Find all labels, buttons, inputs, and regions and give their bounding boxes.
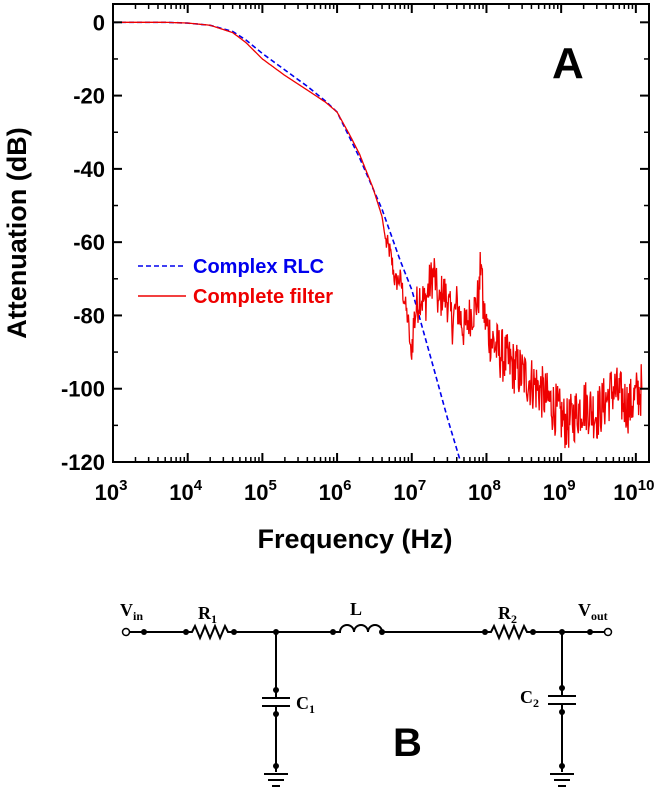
label-r1: R1 — [198, 603, 217, 626]
x-tick-label: 107 — [393, 477, 426, 505]
x-tick-label: 106 — [319, 477, 352, 505]
terminal-vin — [121, 627, 131, 637]
node-dot — [183, 629, 189, 635]
panel-label-b: B — [393, 721, 422, 765]
node-dot — [587, 629, 593, 635]
label-vin: Vin — [120, 600, 143, 623]
series-line-2 — [113, 21, 643, 449]
inductor-l — [333, 624, 383, 633]
label-c1: C1 — [296, 693, 315, 716]
node-dot — [273, 711, 279, 717]
y-tick-label: -80 — [73, 303, 105, 328]
x-axis-title: Frequency (Hz) — [257, 524, 452, 554]
node-dot — [231, 629, 237, 635]
y-tick-label: -20 — [73, 84, 105, 109]
legend-label: Complex RLC — [193, 256, 324, 278]
filter-circuit-diagram: Vin R1 L R2 Vout C1 C2 B — [120, 599, 613, 787]
y-tick-label: 0 — [93, 10, 105, 35]
node-dot — [559, 763, 565, 769]
legend-label: Complete filter — [193, 286, 333, 308]
plot-frame — [112, 3, 650, 463]
node-dot — [559, 709, 565, 715]
x-tick-label: 104 — [169, 477, 202, 505]
node-dot — [141, 629, 147, 635]
x-tick-label: 109 — [543, 477, 576, 505]
label-r2: R2 — [498, 603, 517, 626]
label-c2: C2 — [520, 687, 539, 710]
resistor-r1 — [186, 623, 234, 641]
x-tick-label: 105 — [244, 477, 277, 505]
node-dot — [273, 763, 279, 769]
y-tick-label: -60 — [73, 230, 105, 255]
node-dot — [559, 629, 565, 635]
node-dot — [273, 629, 279, 635]
y-tick-label: -120 — [61, 450, 105, 475]
y-tick-label: -100 — [61, 377, 105, 402]
node-dot — [330, 629, 336, 635]
y-tick-label: -40 — [73, 157, 105, 182]
x-tick-label: 108 — [468, 477, 501, 505]
series-line-1 — [113, 21, 462, 462]
x-tick-label: 103 — [95, 477, 128, 505]
node-dot — [273, 687, 279, 693]
node-dot — [530, 629, 536, 635]
terminal-vout — [603, 627, 613, 637]
panel-label-a: A — [552, 39, 584, 88]
x-tick-label: 1010 — [613, 477, 654, 505]
resistor-r2 — [485, 623, 533, 641]
y-axis-title: Attenuation (dB) — [2, 127, 32, 338]
node-dot — [482, 629, 488, 635]
node-dot — [379, 629, 385, 635]
label-vout: Vout — [578, 600, 608, 623]
legend: Complex RLC Complete filter — [138, 256, 333, 308]
attenuation-chart: 103 104 105 106 107 108 109 1010 0 -20 -40 -60 -80 -1… — [2, 3, 654, 554]
label-l: L — [350, 599, 362, 619]
node-dot — [559, 685, 565, 691]
